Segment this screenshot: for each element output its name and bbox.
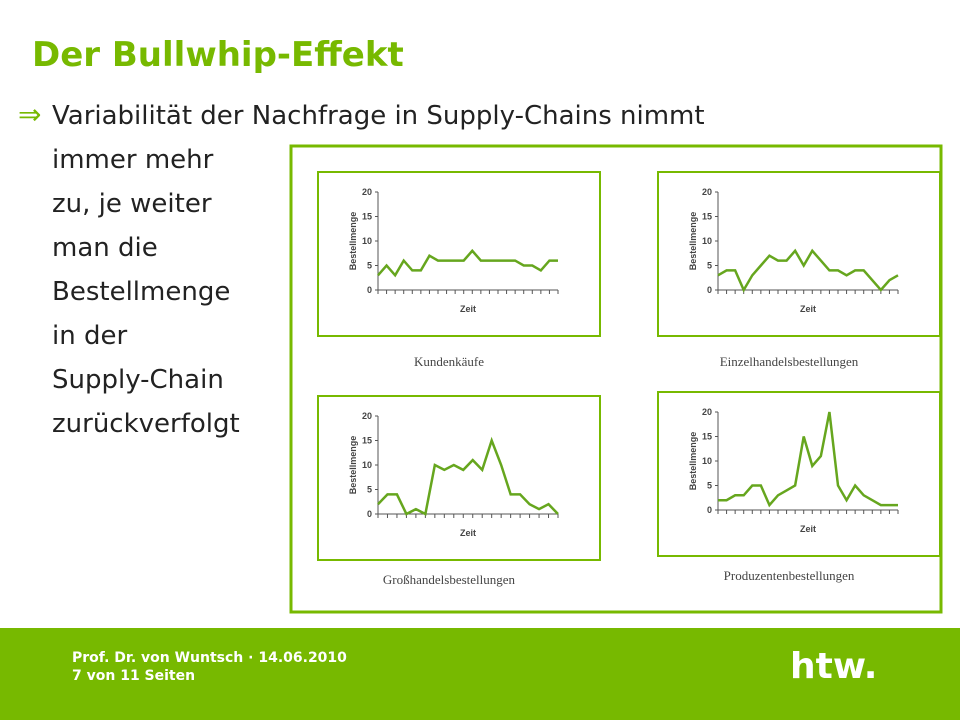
y-tick-label: 20 <box>362 411 372 421</box>
bullet-line: zu, je weiter <box>52 189 212 219</box>
y-tick-label: 5 <box>367 261 372 271</box>
figure-frame <box>289 144 943 614</box>
bullet-line: Variabilität der Nachfrage in Supply-Cha… <box>52 101 705 131</box>
chart-caption: Produzentenbestellungen <box>724 568 855 583</box>
y-tick-label: 20 <box>362 187 372 197</box>
bullet-line: in der <box>52 321 127 351</box>
bullet-line: immer mehr <box>52 145 214 175</box>
chart: 0 5 10 15 20 Zeit Bestellmenge <box>657 391 941 557</box>
x-axis-label: Zeit <box>800 304 816 314</box>
y-tick-label: 5 <box>707 481 712 491</box>
y-axis-label: Bestellmenge <box>348 436 358 495</box>
y-tick-label: 15 <box>702 212 712 222</box>
chart-caption: Einzelhandelsbestellungen <box>720 354 859 369</box>
y-tick-label: 10 <box>702 456 712 466</box>
chart-box <box>317 171 601 337</box>
y-tick-label: 10 <box>702 236 712 246</box>
footer-author: Prof. Dr. von Wuntsch · 14.06.2010 <box>72 650 347 666</box>
y-tick-label: 10 <box>362 460 372 470</box>
bullet-line: zurückverfolgt <box>52 409 240 439</box>
data-line <box>377 436 559 516</box>
y-tick-label: 5 <box>367 485 372 495</box>
chart-box <box>317 395 601 561</box>
y-tick-label: 15 <box>362 212 372 222</box>
bullet-line: man die <box>52 233 158 263</box>
data-line <box>717 248 899 293</box>
y-tick-label: 0 <box>367 509 372 519</box>
y-tick-label: 20 <box>702 187 712 197</box>
footer-band <box>0 628 960 720</box>
chart: 0 5 10 15 20 Zeit Bestellmenge <box>317 395 601 561</box>
chart-box <box>657 171 941 337</box>
chart-box <box>657 391 941 557</box>
chart: 0 5 10 15 20 Zeit Bestellmenge <box>317 171 601 337</box>
y-tick-label: 15 <box>362 436 372 446</box>
data-line <box>718 411 898 508</box>
chart-caption: Kundenkäufe <box>414 354 484 369</box>
slide-title: Der Bullwhip-Effekt <box>32 35 404 75</box>
y-tick-label: 0 <box>367 285 372 295</box>
y-tick-label: 10 <box>362 236 372 246</box>
y-tick-label: 5 <box>707 261 712 271</box>
footer-page: 7 von 11 Seiten <box>72 668 195 684</box>
y-axis-label: Bestellmenge <box>688 212 698 271</box>
bullet-symbol: ⇒ <box>18 98 41 131</box>
x-axis-label: Zeit <box>800 524 816 534</box>
bullet-line: Bestellmenge <box>52 277 230 307</box>
y-tick-label: 0 <box>707 505 712 515</box>
y-tick-label: 0 <box>707 285 712 295</box>
chart-caption: Großhandelsbestellungen <box>383 572 516 587</box>
x-axis-label: Zeit <box>460 304 476 314</box>
bullet-line: Supply-Chain <box>52 365 224 395</box>
y-tick-label: 20 <box>702 407 712 417</box>
chart: 0 5 10 15 20 Zeit Bestellmenge <box>657 171 941 337</box>
y-axis-label: Bestellmenge <box>348 212 358 271</box>
x-axis-label: Zeit <box>460 528 476 538</box>
logo: htw. <box>790 646 877 687</box>
data-line <box>377 248 558 278</box>
y-axis-label: Bestellmenge <box>688 432 698 491</box>
y-tick-label: 15 <box>702 432 712 442</box>
